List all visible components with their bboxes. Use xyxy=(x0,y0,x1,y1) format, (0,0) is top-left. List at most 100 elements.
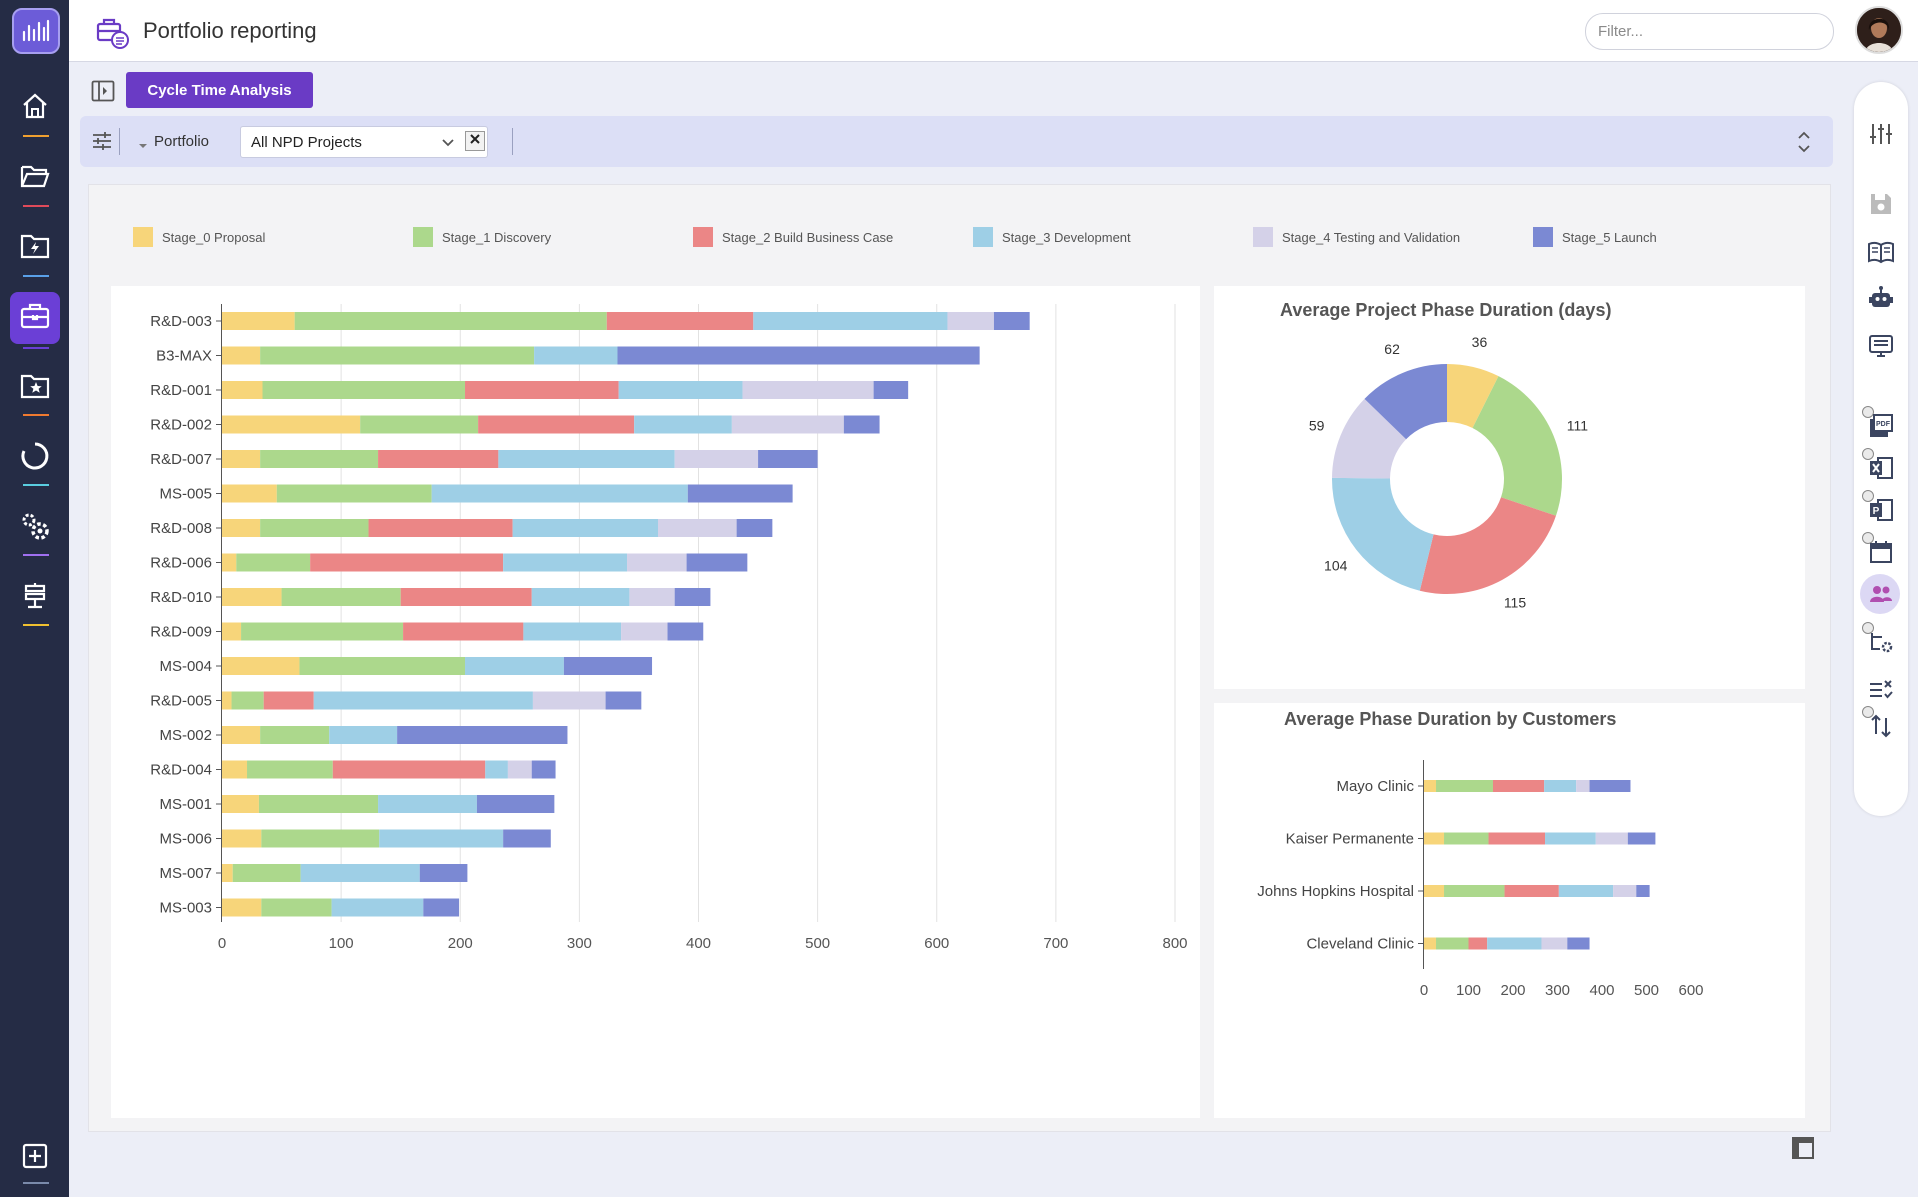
bar-segment xyxy=(1636,885,1650,897)
donut-slice xyxy=(1332,477,1434,591)
bar-segment xyxy=(300,864,420,882)
bar-segment xyxy=(498,450,675,468)
expand-collapse-icon[interactable] xyxy=(1796,129,1812,160)
robot-icon[interactable] xyxy=(1867,284,1895,312)
x-tick-label: 100 xyxy=(329,935,354,952)
bar-segment xyxy=(368,519,513,537)
bar-segment xyxy=(1424,937,1437,950)
legend-label: Stage_1 Discovery xyxy=(442,229,552,245)
bar-segment xyxy=(1436,780,1493,792)
bar-segment xyxy=(843,415,880,434)
pdf-icon[interactable]: PDF xyxy=(1867,412,1895,440)
bar-segment xyxy=(423,898,460,917)
x-tick-label: 800 xyxy=(1162,935,1187,952)
list-check-icon[interactable] xyxy=(1867,676,1895,704)
powerpoint-icon[interactable]: P xyxy=(1867,496,1895,524)
nav-add[interactable] xyxy=(12,1134,58,1182)
x-tick-label: 300 xyxy=(567,935,592,952)
save-icon[interactable] xyxy=(1867,190,1895,218)
phase-duration-donut-card: Average Project Phase Duration (days) 36… xyxy=(1214,286,1805,689)
nav-favorites[interactable] xyxy=(12,364,58,412)
legend-item[interactable]: Stage_2 Build Business Case xyxy=(693,227,893,247)
bar-segment xyxy=(627,553,687,572)
nav-reports[interactable] xyxy=(12,224,58,272)
legend-label: Stage_3 Development xyxy=(1002,229,1131,245)
legend-swatch xyxy=(1253,227,1273,247)
legend-item[interactable]: Stage_0 Proposal xyxy=(133,227,265,247)
bar-segment xyxy=(1424,780,1437,792)
bar-segment xyxy=(753,312,948,330)
monitor-icon[interactable] xyxy=(1867,332,1895,360)
customer-phase-chart-card: Average Phase Duration by Customers 0 100… xyxy=(1214,703,1805,1118)
bar-segment xyxy=(299,657,466,675)
sliders-icon[interactable] xyxy=(1867,120,1895,148)
bar-segment xyxy=(222,415,361,434)
bar-segment xyxy=(431,484,688,503)
category-label: R&D-004 xyxy=(150,762,212,779)
nav-underline xyxy=(23,554,49,556)
filter-bar: Portfolio All NPD Projects xyxy=(80,116,1833,167)
filter-settings-icon[interactable] xyxy=(91,130,113,157)
category-label: R&D-003 xyxy=(150,313,212,330)
legend-item[interactable]: Stage_4 Testing and Validation xyxy=(1253,227,1460,247)
legend-item[interactable]: Stage_5 Launch xyxy=(1533,227,1657,247)
caret-down-icon[interactable] xyxy=(138,137,148,155)
folder-flash-icon xyxy=(19,232,51,265)
bar-segment xyxy=(674,450,759,468)
nav-underline xyxy=(23,347,49,349)
bar-segment xyxy=(222,657,300,675)
chevron-badge-icon xyxy=(1862,706,1874,718)
legend-item[interactable]: Stage_3 Development xyxy=(973,227,1131,247)
bar-segment xyxy=(397,726,568,744)
bar-segment xyxy=(329,726,398,744)
bar-segment xyxy=(476,795,555,813)
x-tick-label: 100 xyxy=(1456,982,1481,999)
bar-segment xyxy=(222,588,282,606)
legend-item[interactable]: Stage_1 Discovery xyxy=(413,227,551,247)
app-logo-icon[interactable] xyxy=(12,8,60,54)
calendar-icon[interactable] xyxy=(1867,538,1895,566)
bar-segment xyxy=(403,622,524,641)
clear-filter-button[interactable] xyxy=(465,131,485,151)
category-label: MS-004 xyxy=(159,658,212,675)
bar-segment xyxy=(222,726,261,744)
bar-segment xyxy=(1567,937,1590,950)
bar-segment xyxy=(222,519,261,537)
nav-settings[interactable] xyxy=(12,504,58,552)
filter-input[interactable] xyxy=(1585,13,1834,50)
bar-segment xyxy=(313,691,533,710)
bar-segment xyxy=(532,691,606,710)
users-icon[interactable] xyxy=(1867,580,1895,608)
donut-slice xyxy=(1472,376,1562,516)
excel-icon[interactable] xyxy=(1867,454,1895,482)
nav-projects[interactable] xyxy=(12,154,58,202)
bar-segment xyxy=(686,553,748,572)
sort-icon[interactable] xyxy=(1867,712,1895,740)
nav-home[interactable] xyxy=(12,84,58,132)
customer-phase-chart: 0 100 200 300 400 500 600 Mayo Clinic Kaiser Per… xyxy=(1257,760,1704,999)
svg-text:P: P xyxy=(1873,506,1880,517)
portfolio-select-value: All NPD Projects xyxy=(251,134,362,151)
portfolio-select[interactable]: All NPD Projects xyxy=(240,126,488,158)
table-view-icon[interactable] xyxy=(1792,1137,1814,1164)
bar-segment xyxy=(331,898,424,917)
bar-segment xyxy=(531,760,556,779)
bar-segment xyxy=(360,415,479,434)
category-label: Mayo Clinic xyxy=(1336,778,1414,795)
bar-segment xyxy=(742,381,874,399)
book-icon[interactable] xyxy=(1867,238,1895,266)
nav-roadmap[interactable] xyxy=(12,574,58,622)
flow-settings-icon[interactable] xyxy=(1867,628,1895,656)
x-tick-label: 200 xyxy=(448,935,473,952)
svg-text:PDF: PDF xyxy=(1876,421,1891,428)
nav-cycles[interactable] xyxy=(12,434,58,482)
bar-segment xyxy=(1541,937,1568,950)
bar-segment xyxy=(736,519,773,537)
bar-segment xyxy=(873,381,909,399)
avatar[interactable] xyxy=(1855,6,1903,54)
cycle-time-analysis-button[interactable]: Cycle Time Analysis xyxy=(126,72,313,108)
panel-toggle-icon[interactable] xyxy=(91,80,115,107)
category-label: R&D-008 xyxy=(150,520,212,537)
nav-underline xyxy=(23,205,49,207)
nav-portfolio[interactable] xyxy=(10,292,60,344)
